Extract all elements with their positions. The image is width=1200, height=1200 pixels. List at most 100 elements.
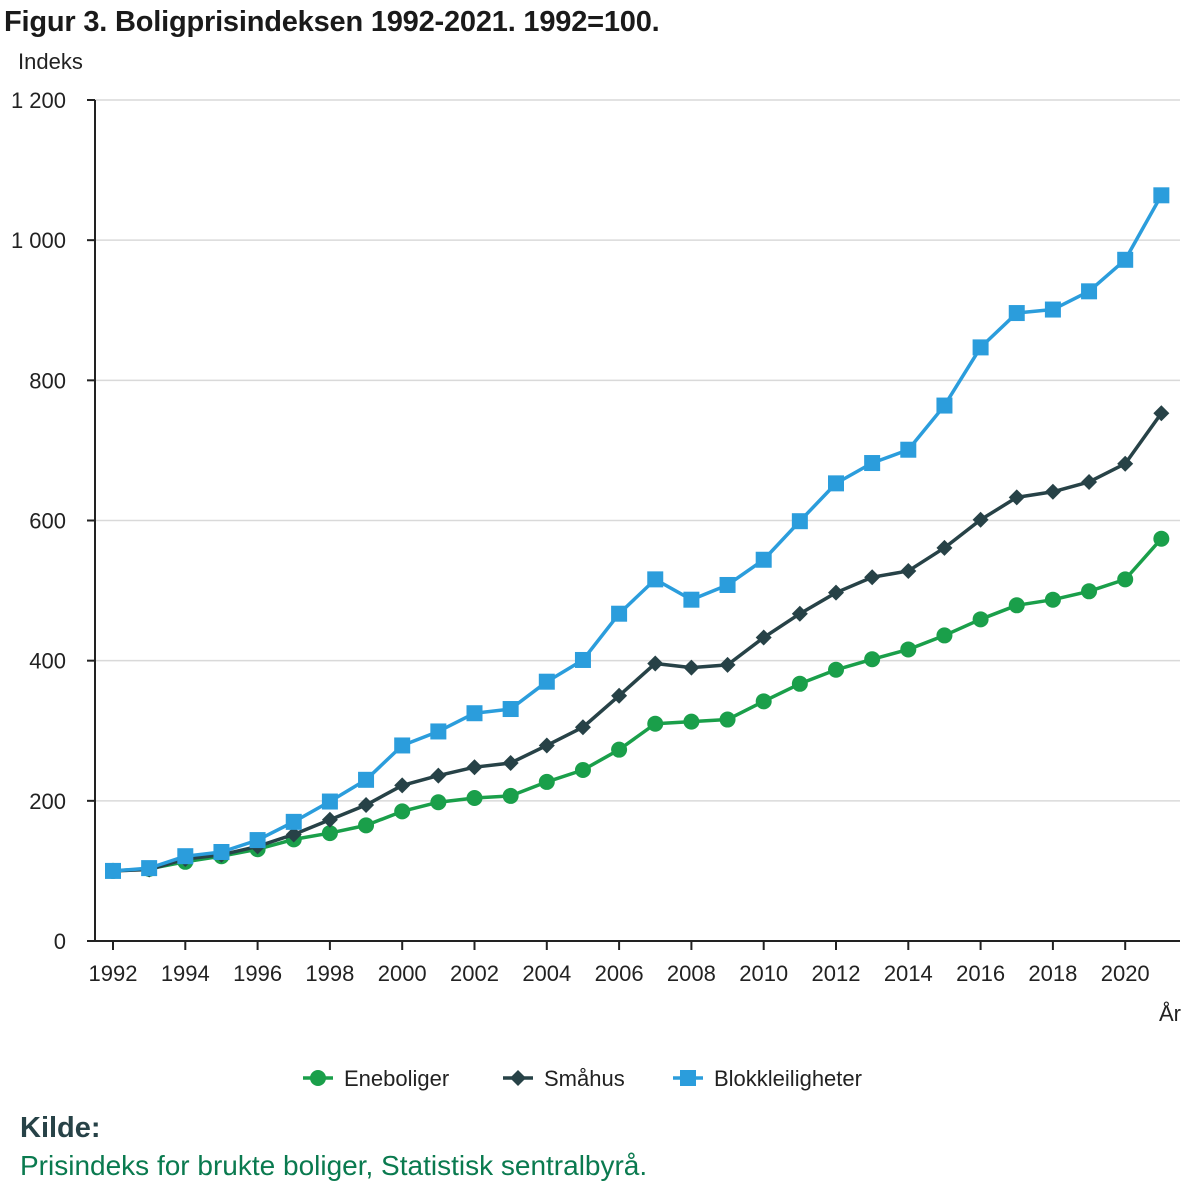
data-point-smahus — [900, 562, 917, 579]
data-point-blokkleiligheter — [141, 860, 158, 877]
data-point-smahus — [1044, 483, 1061, 500]
data-point-blokkleiligheter — [1044, 301, 1061, 318]
data-point-blokkleiligheter — [755, 551, 772, 568]
x-tick-label: 2016 — [956, 961, 1005, 986]
data-point-smahus — [574, 719, 591, 736]
data-point-blokkleiligheter — [249, 832, 266, 849]
series-eneboliger — [105, 530, 1170, 879]
data-point-blokkleiligheter — [285, 813, 302, 830]
legend-marker — [510, 1070, 526, 1086]
data-point-smahus — [430, 767, 447, 784]
data-point-eneboliger — [466, 790, 483, 807]
data-point-eneboliger — [755, 693, 772, 710]
x-axis-title: År — [1159, 1001, 1181, 1026]
x-tick-label: 2008 — [667, 961, 716, 986]
data-point-eneboliger — [683, 713, 700, 730]
legend-label: Eneboliger — [344, 1066, 449, 1091]
tick-labels: 0 200 400 600 800 1 000 1 200 1992 1994 1996 1998 2… — [11, 88, 1150, 986]
line-chart: 0 200 400 600 800 1 000 1 200 1992 1994 1996 1998 2… — [11, 49, 1181, 1091]
legend-marker — [310, 1070, 326, 1086]
data-point-blokkleiligheter — [828, 475, 844, 492]
data-point-blokkleiligheter — [1153, 187, 1170, 204]
data-point-blokkleiligheter — [1081, 283, 1098, 300]
data-point-smahus — [538, 737, 555, 754]
y-tick-label: 600 — [29, 509, 66, 534]
data-point-blokkleiligheter — [864, 455, 881, 472]
x-tick-label: 1996 — [233, 961, 282, 986]
data-point-eneboliger — [1081, 583, 1098, 600]
data-point-eneboliger — [430, 794, 447, 811]
data-point-blokkleiligheter — [647, 571, 664, 588]
x-tick-label: 2006 — [595, 961, 644, 986]
x-tick-label: 2002 — [450, 961, 499, 986]
data-point-smahus — [864, 569, 881, 586]
data-point-eneboliger — [719, 711, 736, 728]
y-tick-label: 0 — [54, 929, 66, 954]
x-tick-label: 2018 — [1028, 961, 1077, 986]
data-point-smahus — [358, 797, 375, 814]
x-tick-label: 2004 — [522, 961, 571, 986]
legend-item-eneboliger: Eneboliger — [303, 1066, 449, 1091]
data-point-smahus — [719, 656, 736, 673]
series-blokkleiligheter — [105, 187, 1170, 879]
data-point-blokkleiligheter — [972, 339, 989, 356]
data-point-eneboliger — [1117, 571, 1134, 588]
data-point-blokkleiligheter — [791, 513, 808, 530]
source-heading: Kilde: — [20, 1112, 101, 1144]
x-tick-label: 2020 — [1101, 961, 1150, 986]
data-point-blokkleiligheter — [213, 843, 230, 860]
x-tick-label: 2010 — [739, 961, 788, 986]
data-point-blokkleiligheter — [358, 771, 375, 788]
legend-label: Småhus — [544, 1066, 625, 1091]
legend: Eneboliger Småhus Blokkleiligheter — [303, 1066, 862, 1091]
series-line-blokkleiligheter — [112, 194, 1163, 873]
chart-title: Figur 3. Boligprisindeksen 1992-2021. 19… — [4, 6, 660, 38]
data-point-eneboliger — [321, 825, 338, 842]
data-point-eneboliger — [1153, 530, 1170, 547]
data-point-blokkleiligheter — [394, 737, 411, 754]
data-point-blokkleiligheter — [574, 651, 591, 668]
series-smahus — [105, 405, 1170, 879]
data-point-eneboliger — [828, 661, 844, 678]
data-point-blokkleiligheter — [1008, 305, 1025, 322]
series-layer — [105, 187, 1170, 879]
data-point-smahus — [466, 759, 483, 776]
data-point-eneboliger — [936, 627, 953, 644]
data-point-smahus — [1117, 455, 1134, 472]
data-point-blokkleiligheter — [502, 701, 519, 718]
data-point-smahus — [1008, 489, 1025, 506]
x-tick-label: 1998 — [305, 961, 354, 986]
y-tick-label: 200 — [29, 789, 66, 814]
data-point-eneboliger — [647, 715, 664, 732]
x-tick-label: 2000 — [378, 961, 427, 986]
data-point-smahus — [972, 511, 989, 528]
legend-label: Blokkleiligheter — [714, 1066, 862, 1091]
data-point-smahus — [791, 605, 808, 622]
data-point-eneboliger — [538, 773, 555, 790]
data-point-smahus — [1153, 405, 1170, 422]
data-point-blokkleiligheter — [105, 862, 121, 879]
data-point-blokkleiligheter — [466, 705, 483, 722]
source-text: Prisindeks for brukte boliger, Statistis… — [20, 1150, 648, 1181]
data-point-blokkleiligheter — [900, 441, 917, 458]
data-point-smahus — [647, 655, 664, 672]
data-point-eneboliger — [1044, 591, 1061, 608]
data-point-eneboliger — [900, 641, 917, 658]
data-point-blokkleiligheter — [538, 673, 555, 690]
data-point-smahus — [394, 777, 411, 794]
x-tick-label: 2012 — [812, 961, 861, 986]
y-tick-label: 400 — [29, 649, 66, 674]
legend-item-blokkleiligheter: Blokkleiligheter — [673, 1066, 862, 1091]
data-point-eneboliger — [358, 817, 375, 834]
data-point-blokkleiligheter — [430, 723, 447, 740]
y-tick-label: 1 000 — [11, 228, 66, 253]
data-point-blokkleiligheter — [321, 793, 338, 810]
data-point-smahus — [502, 754, 519, 771]
y-axis-title: Indeks — [18, 49, 83, 74]
data-point-smahus — [683, 659, 700, 676]
x-tick-label: 1992 — [89, 961, 138, 986]
gridlines — [95, 99, 1180, 802]
data-point-blokkleiligheter — [683, 591, 700, 608]
data-point-smahus — [936, 539, 953, 556]
data-point-eneboliger — [972, 611, 989, 628]
